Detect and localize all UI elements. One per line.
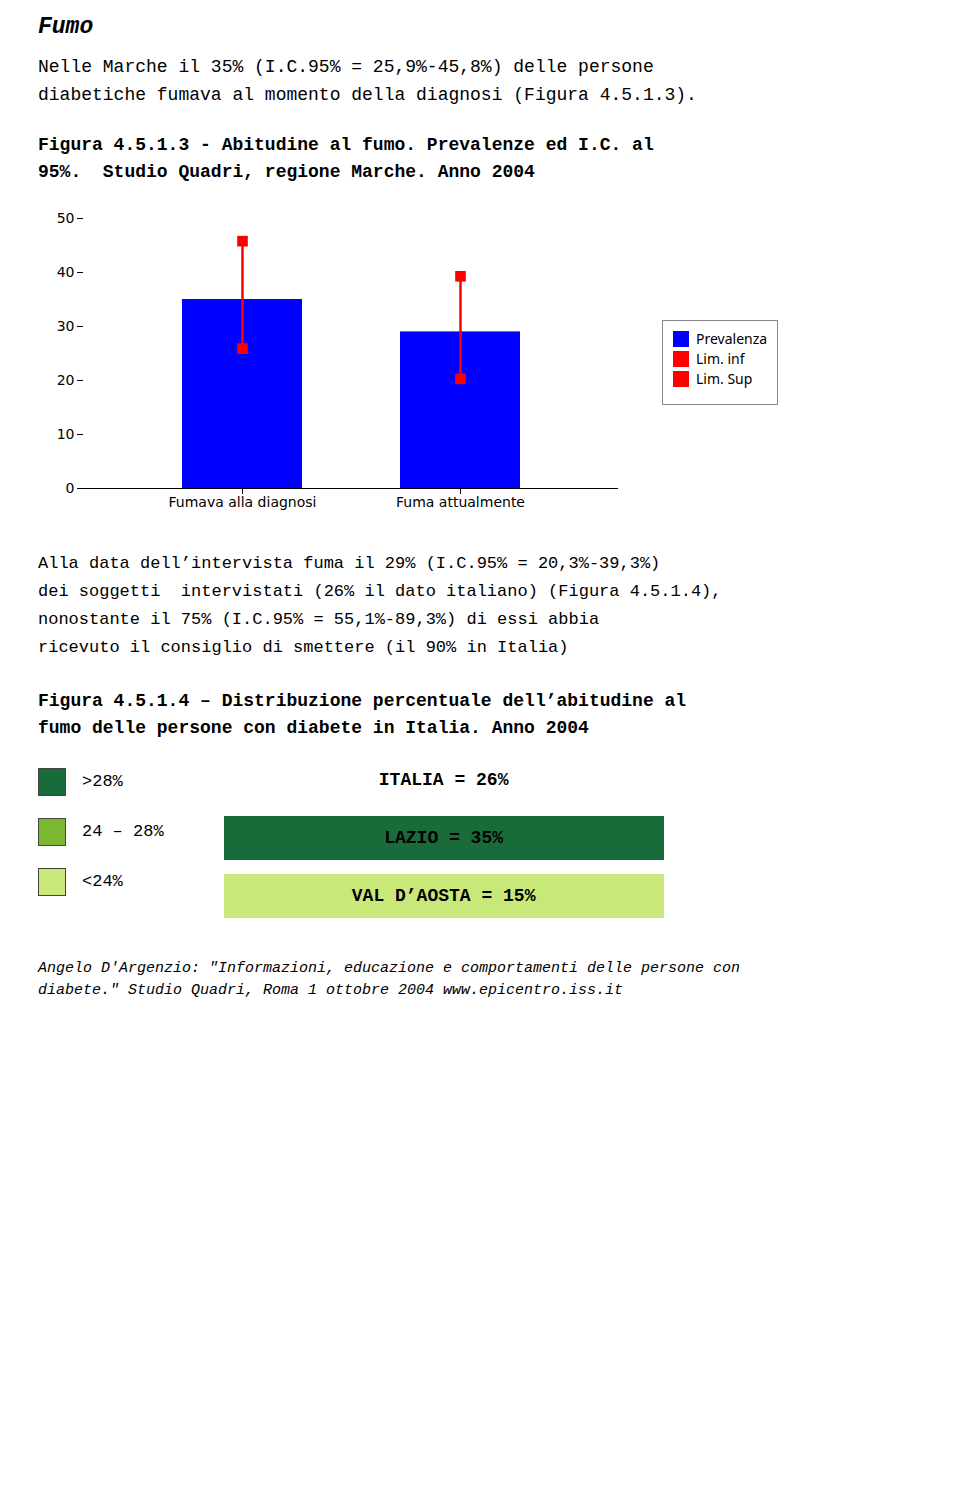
html-text:Figura 4.5.1.4 – Distribuzione: Figura 4.5.1.4 – Distribuzione percentua… (38, 691, 687, 738)
html-text:ITALIA = 26%: ITALIA = 26% (378, 770, 509, 790)
svg-text:Fumava alla diagnosi: Fumava alla diagnosi (169, 494, 317, 510)
html-text:Prevalenza: Prevalenza (696, 329, 768, 349)
html-text:Angelo D'Argenzio: "Informazio: Angelo D'Argenzio: "Informazioni, educaz… (38, 960, 741, 1000)
html-text:Fumo: Fumo (38, 14, 94, 40)
svg-text:Fuma attualmente: Fuma attualmente (396, 494, 525, 510)
html-text:Alla data dell’intervista fuma: Alla data dell’intervista fuma il 29% (I… (38, 553, 722, 657)
html-text:<24%: <24% (82, 872, 123, 892)
svg-text:50: 50 (57, 210, 75, 226)
html-text:>28%: >28% (82, 772, 123, 792)
html-text:VAL D’AOSTA = 15%: VAL D’AOSTA = 15% (351, 886, 536, 906)
html-text:LAZIO = 35%: LAZIO = 35% (384, 828, 503, 848)
svg-text:0: 0 (66, 480, 75, 496)
html-text:Lim. Sup: Lim. Sup (696, 369, 753, 389)
html-text:Figura 4.5.1.3 - Abitudine al: Figura 4.5.1.3 - Abitudine al fumo. Prev… (38, 134, 654, 182)
svg-text:20: 20 (57, 372, 75, 388)
html-text:24 – 28%: 24 – 28% (82, 822, 164, 842)
svg-text:40: 40 (57, 264, 75, 280)
svg-text:10: 10 (57, 426, 75, 442)
html-text:Lim. inf: Lim. inf (696, 349, 745, 369)
svg-text:30: 30 (57, 318, 75, 334)
html-text:Nelle Marche il 35% (I.C.95% =: Nelle Marche il 35% (I.C.95% = 25,9%-45,… (38, 57, 697, 105)
